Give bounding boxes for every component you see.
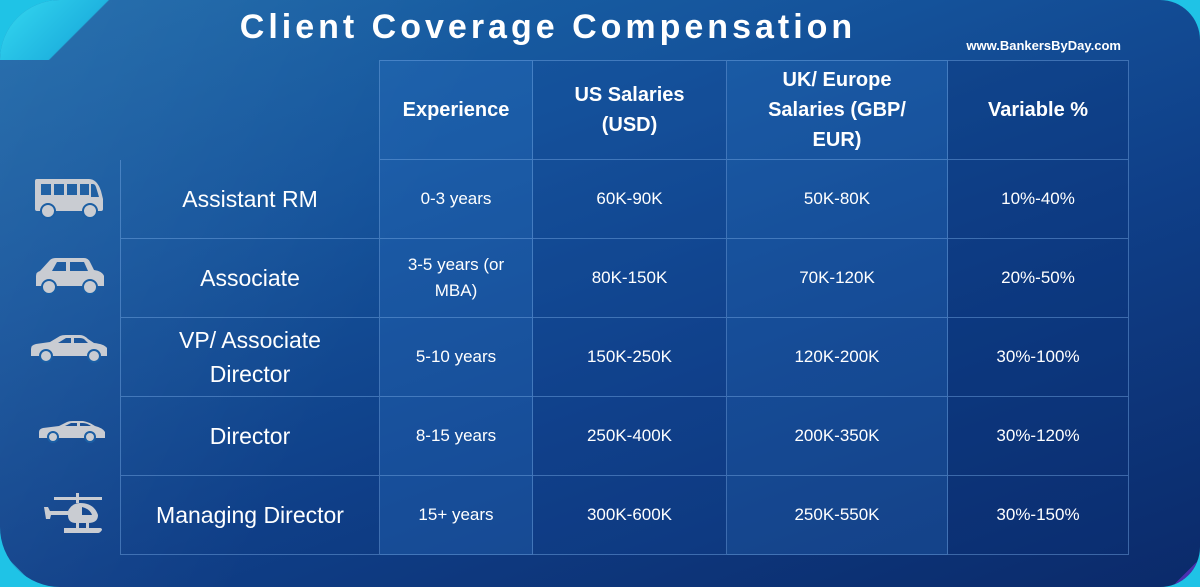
table-row-us-salary: 60K-90K: [533, 160, 727, 239]
sports-car-icon: [39, 421, 105, 443]
decorative-corner: [1170, 547, 1200, 587]
table-row-variable: 20%-50%: [948, 239, 1129, 318]
website-label: www.BankersByDay.com: [966, 38, 1121, 53]
table-row-role: VP/ Associate Director: [120, 318, 380, 397]
header-experience: Experience: [380, 60, 533, 160]
table-row-uk-salary: 70K-120K: [727, 239, 948, 318]
table-row-uk-salary: 200K-350K: [727, 397, 948, 476]
table-row-us-salary: 150K-250K: [533, 318, 727, 397]
header-us-salaries: US Salaries (USD): [533, 60, 727, 160]
table-row-us-salary: 80K-150K: [533, 239, 727, 318]
table-row-experience: 3-5 years (or MBA): [380, 239, 533, 318]
table-row-role: Associate: [120, 239, 380, 318]
table-row-experience: 0-3 years: [380, 160, 533, 239]
table-row-variable: 10%-40%: [948, 160, 1129, 239]
table-row-role: Director: [120, 397, 380, 476]
table-row-variable: 30%-120%: [948, 397, 1129, 476]
compensation-table: Experience US Salaries (USD) UK/ Europe …: [120, 60, 1129, 555]
decorative-corner: [0, 0, 120, 60]
table-row-role: Assistant RM: [120, 160, 380, 239]
table-row-experience: 8-15 years: [380, 397, 533, 476]
table-row-variable: 30%-100%: [948, 318, 1129, 397]
table-row-us-salary: 250K-400K: [533, 397, 727, 476]
table-row-experience: 15+ years: [380, 476, 533, 555]
hatchback-car-icon: [36, 258, 104, 295]
header-role: [120, 60, 380, 160]
decorative-corner: [0, 547, 40, 587]
page-title: Client Coverage Compensation: [239, 8, 857, 46]
sedan-car-icon: [31, 335, 107, 363]
header-uk-salaries: UK/ Europe Salaries (GBP/ EUR): [727, 60, 948, 160]
bus-icon: [35, 179, 103, 219]
table-row-variable: 30%-150%: [948, 476, 1129, 555]
table-row-us-salary: 300K-600K: [533, 476, 727, 555]
table-row-uk-salary: 120K-200K: [727, 318, 948, 397]
table-row-experience: 5-10 years: [380, 318, 533, 397]
table-row-role: Managing Director: [120, 476, 380, 555]
header-variable: Variable %: [948, 60, 1129, 160]
table-row-uk-salary: 50K-80K: [727, 160, 948, 239]
table-row-uk-salary: 250K-550K: [727, 476, 948, 555]
helicopter-icon: [44, 493, 102, 533]
